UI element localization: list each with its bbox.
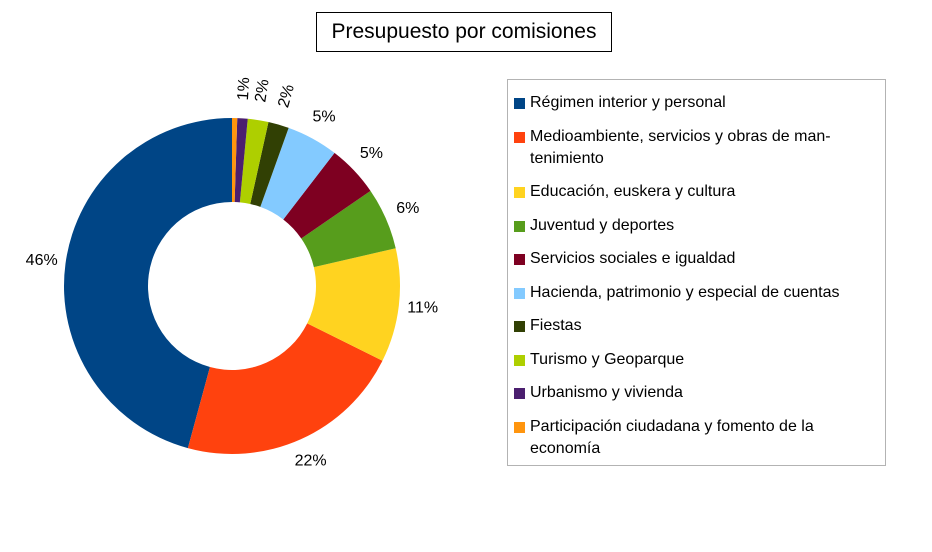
slice-2 <box>187 323 383 454</box>
data-label: 11% <box>407 300 438 317</box>
legend-label: Participación ciudadana y fomento de la … <box>530 417 814 457</box>
legend-item: Educación, euskera y cultura <box>514 181 885 203</box>
slice-7 <box>250 122 289 207</box>
slice-8 <box>239 118 269 205</box>
legend-swatch <box>514 131 525 143</box>
legend-swatch <box>514 220 525 232</box>
legend-item: Hacienda, patrimonio y especial de cuent… <box>514 282 885 304</box>
legend-label: Fiestas <box>530 317 582 334</box>
data-label: 5% <box>360 145 383 162</box>
data-label: 1% <box>235 77 253 101</box>
slice-1 <box>63 118 232 449</box>
legend-item: Medioambiente, servicios y obras de man-… <box>514 126 885 170</box>
legend-swatch <box>514 354 525 366</box>
legend-item: Servicios sociales e igualdad <box>514 248 885 270</box>
legend-label: Medioambiente, servicios y obras de man-… <box>530 127 831 167</box>
slice-6 <box>260 127 335 220</box>
legend-label: Régimen interior y personal <box>530 94 726 111</box>
legend-swatch <box>514 187 525 198</box>
chart-title: Presupuesto por comisiones <box>316 12 612 52</box>
data-label: 6% <box>396 200 419 217</box>
legend-item: Turismo y Geoparque <box>514 349 885 371</box>
legend-item: Participación ciudadana y fomento de la … <box>514 416 885 460</box>
legend-swatch <box>514 321 525 332</box>
legend-swatch <box>514 254 525 265</box>
slice-10 <box>232 118 238 203</box>
legend: Régimen interior y personal Medioambiente… <box>507 79 886 466</box>
data-label: 2% <box>252 78 272 103</box>
data-label: 2% <box>275 83 298 110</box>
legend-label: Juventud y deportes <box>530 216 675 234</box>
slice-3 <box>307 248 400 361</box>
data-label: 22% <box>295 452 327 469</box>
legend-swatch <box>514 287 525 299</box>
legend-item: Régimen interior y personal <box>514 92 885 114</box>
legend-item: Urbanismo y vivienda <box>514 382 885 404</box>
legend-label: Educación, euskera y cultura <box>530 183 736 200</box>
legend-label: Hacienda, patrimonio y especial de cuent… <box>530 283 840 301</box>
slice-5 <box>283 152 371 239</box>
legend-label: Urbanismo y vivienda <box>530 384 683 401</box>
legend-swatch <box>514 98 525 109</box>
slice-9 <box>234 118 248 203</box>
slice-4 <box>301 190 396 268</box>
legend-swatch <box>514 388 525 399</box>
data-label: 5% <box>313 109 336 126</box>
legend-label: Servicios sociales e igualdad <box>530 250 736 267</box>
legend-label: Turismo y Geoparque <box>530 350 685 368</box>
legend-item: Juventud y deportes <box>514 215 885 237</box>
legend-swatch <box>514 421 525 433</box>
data-label: 46% <box>26 252 58 269</box>
legend-item: Fiestas <box>514 315 885 337</box>
